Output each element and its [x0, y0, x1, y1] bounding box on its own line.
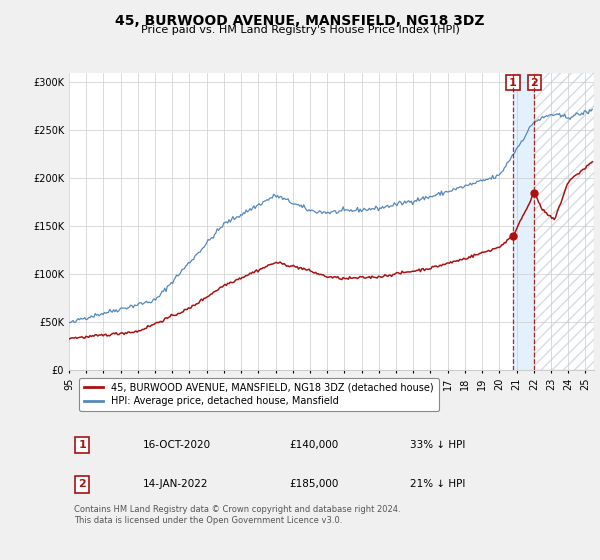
Text: £185,000: £185,000 — [290, 479, 339, 489]
Text: 2: 2 — [530, 78, 538, 87]
Text: Price paid vs. HM Land Registry's House Price Index (HPI): Price paid vs. HM Land Registry's House … — [140, 25, 460, 35]
Text: 45, BURWOOD AVENUE, MANSFIELD, NG18 3DZ: 45, BURWOOD AVENUE, MANSFIELD, NG18 3DZ — [115, 14, 485, 28]
Bar — [535, 73, 594, 370]
Text: £140,000: £140,000 — [290, 440, 339, 450]
Text: 2: 2 — [78, 479, 86, 489]
Text: 33% ↓ HPI: 33% ↓ HPI — [410, 440, 466, 450]
Bar — [513, 73, 535, 370]
Text: 1: 1 — [78, 440, 86, 450]
Legend: 45, BURWOOD AVENUE, MANSFIELD, NG18 3DZ (detached house), HPI: Average price, de: 45, BURWOOD AVENUE, MANSFIELD, NG18 3DZ … — [79, 377, 439, 411]
Text: 21% ↓ HPI: 21% ↓ HPI — [410, 479, 466, 489]
Text: 14-JAN-2022: 14-JAN-2022 — [143, 479, 208, 489]
Text: 16-OCT-2020: 16-OCT-2020 — [143, 440, 211, 450]
Text: 1: 1 — [509, 78, 517, 87]
Text: Contains HM Land Registry data © Crown copyright and database right 2024.
This d: Contains HM Land Registry data © Crown c… — [74, 505, 401, 525]
